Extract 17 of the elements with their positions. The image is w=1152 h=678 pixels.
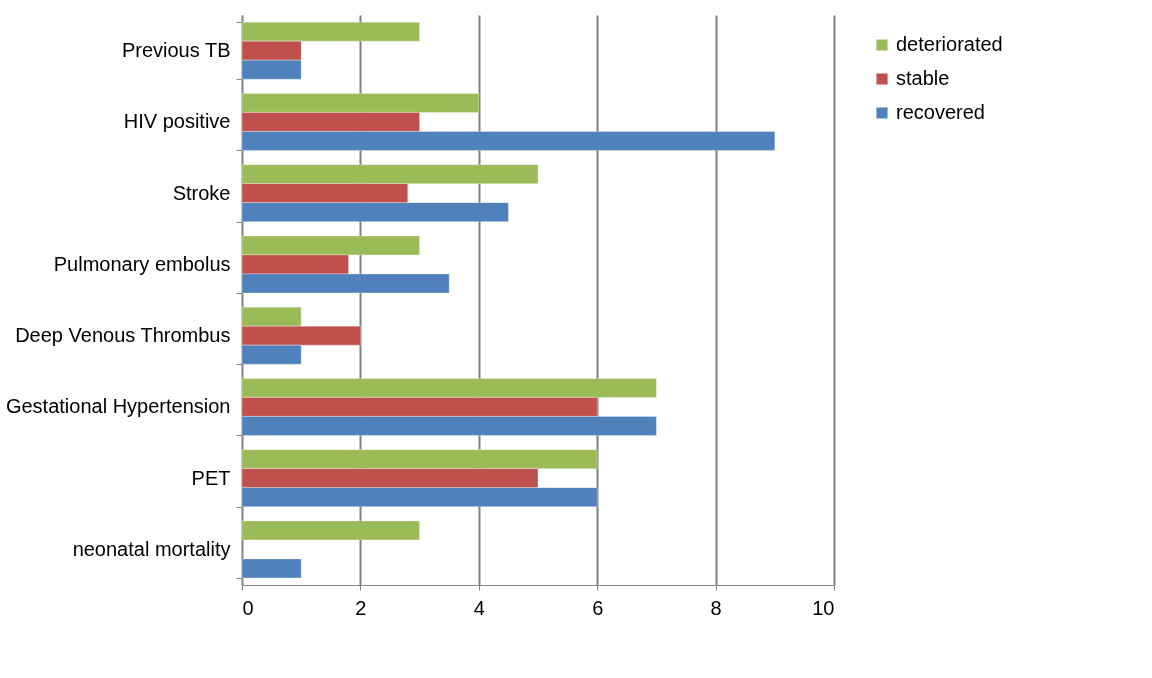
x-tick-label: 0 bbox=[242, 596, 254, 619]
y-tick-label: Deep Venous Thrombus bbox=[15, 324, 231, 347]
y-tick-label: neonatal mortality bbox=[72, 537, 231, 560]
x-tick-label: 4 bbox=[473, 596, 485, 619]
legend-label: stable bbox=[896, 67, 950, 89]
y-tick-label: PET bbox=[191, 466, 231, 489]
y-tick-label: Previous TB bbox=[121, 39, 231, 62]
y-tick-label: Pulmonary embolus bbox=[53, 252, 231, 275]
x-tick-label: 2 bbox=[355, 596, 367, 619]
legend-label: recovered bbox=[896, 101, 985, 123]
x-tick-label: 10 bbox=[812, 596, 835, 619]
y-tick-label: Stroke bbox=[172, 181, 231, 204]
x-tick-label: 8 bbox=[710, 596, 722, 619]
y-tick-label: HIV positive bbox=[123, 110, 231, 133]
y-tick-label: Gestational Hypertension bbox=[5, 395, 231, 418]
x-tick-label: 6 bbox=[592, 596, 604, 619]
legend-label: deteriorated bbox=[896, 33, 1003, 55]
